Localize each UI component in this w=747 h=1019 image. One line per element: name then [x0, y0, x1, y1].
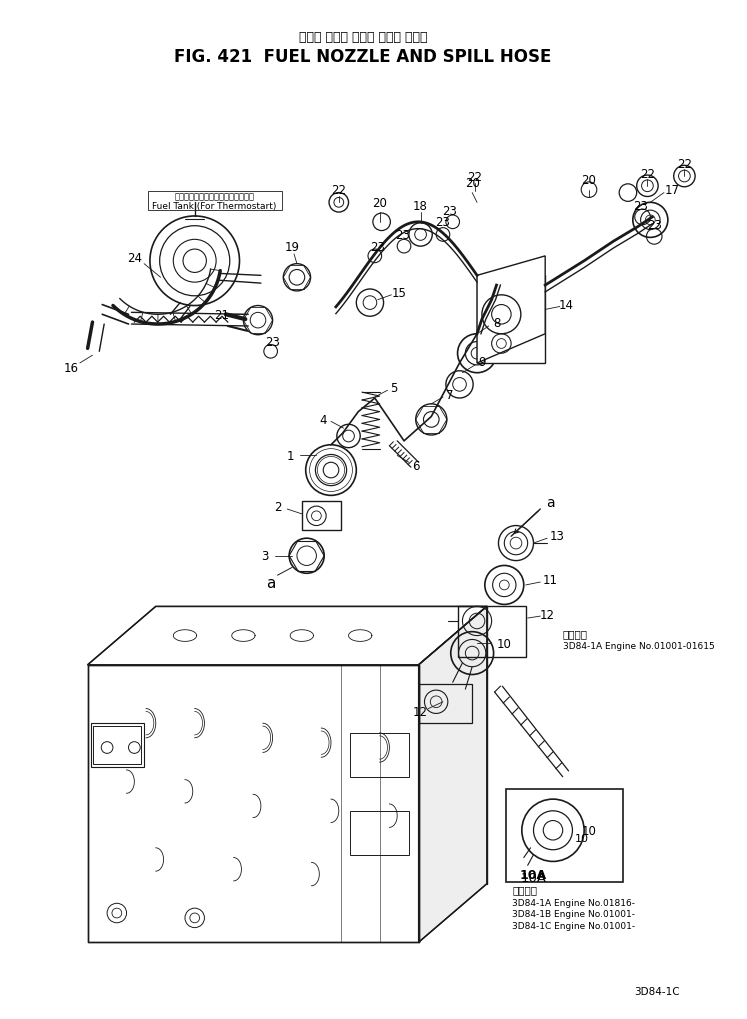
Text: 6: 6 [412, 460, 420, 472]
Text: a: a [546, 495, 554, 510]
Text: 20: 20 [582, 174, 596, 187]
Bar [418, 685, 472, 723]
Text: 22: 22 [640, 167, 655, 180]
Text: 18: 18 [413, 200, 428, 213]
Circle shape [150, 217, 240, 307]
Text: 3D84-1B Engine No.01001-: 3D84-1B Engine No.01001- [512, 910, 635, 918]
Text: 10: 10 [497, 637, 512, 650]
Bar [93, 727, 141, 764]
Text: 20: 20 [465, 177, 480, 191]
Polygon shape [477, 257, 545, 364]
Text: フェル ノズル および スピル ホース: フェル ノズル および スピル ホース [299, 32, 427, 44]
Text: 10A: 10A [520, 868, 547, 880]
Text: 8: 8 [493, 316, 500, 329]
Text: 適用号機: 適用号機 [512, 883, 537, 894]
Text: a: a [266, 575, 276, 590]
Text: 24: 24 [127, 252, 142, 265]
Text: 23: 23 [442, 205, 457, 217]
Text: Fuel Tank (For Thermostart): Fuel Tank (For Thermostart) [152, 202, 276, 211]
Bar [506, 790, 623, 882]
Text: 3: 3 [261, 549, 268, 562]
Text: 23: 23 [371, 240, 385, 254]
Text: 3D84-1C Engine No.01001-: 3D84-1C Engine No.01001- [512, 921, 635, 930]
Text: フェルタンク（サーモスタート用）: フェルタンク（サーモスタート用） [174, 192, 254, 201]
Text: 13: 13 [550, 529, 564, 542]
Text: 適用号機: 適用号機 [562, 629, 588, 639]
Text: 16: 16 [63, 362, 78, 375]
Bar [458, 606, 526, 657]
Text: 10A: 10A [521, 870, 547, 883]
Bar [148, 192, 282, 211]
Circle shape [306, 445, 356, 496]
Polygon shape [87, 665, 418, 943]
Polygon shape [418, 606, 487, 943]
Text: 12: 12 [413, 705, 428, 718]
Text: 20: 20 [372, 197, 387, 210]
Text: 23: 23 [436, 216, 450, 229]
Text: 22: 22 [468, 170, 483, 183]
Text: 11: 11 [542, 573, 557, 586]
Text: 22: 22 [332, 184, 347, 197]
Text: 3D84-1A Engine No.01816-: 3D84-1A Engine No.01816- [512, 898, 635, 907]
Text: 21: 21 [214, 309, 229, 321]
Text: 1: 1 [286, 449, 294, 463]
Circle shape [458, 334, 497, 373]
Text: 10: 10 [582, 824, 596, 837]
Bar [302, 501, 341, 531]
Text: 10: 10 [575, 834, 589, 844]
Text: 23: 23 [394, 228, 409, 242]
Text: 23: 23 [647, 219, 662, 232]
Text: 5: 5 [391, 381, 398, 394]
Text: 3D84-1C: 3D84-1C [634, 985, 680, 996]
Text: 12: 12 [539, 608, 554, 621]
Text: 19: 19 [285, 240, 300, 254]
Circle shape [633, 203, 668, 238]
Text: 4: 4 [320, 414, 327, 427]
Text: 17: 17 [664, 184, 679, 197]
Text: 23: 23 [633, 200, 648, 213]
Text: 23: 23 [265, 335, 280, 348]
Circle shape [522, 799, 584, 862]
Text: 15: 15 [391, 287, 406, 300]
Text: FIG. 421  FUEL NOZZLE AND SPILL HOSE: FIG. 421 FUEL NOZZLE AND SPILL HOSE [175, 48, 552, 66]
Text: 22: 22 [677, 158, 692, 171]
Text: 9: 9 [478, 356, 486, 368]
Text: 3D84-1A Engine No.01001-01615: 3D84-1A Engine No.01001-01615 [562, 641, 714, 650]
Text: 2: 2 [273, 500, 281, 514]
Bar [90, 723, 144, 767]
Bar [350, 734, 409, 776]
Text: 7: 7 [446, 388, 453, 401]
Bar [350, 811, 409, 855]
Text: 14: 14 [559, 299, 574, 312]
Polygon shape [87, 606, 487, 665]
Bar [477, 276, 545, 364]
